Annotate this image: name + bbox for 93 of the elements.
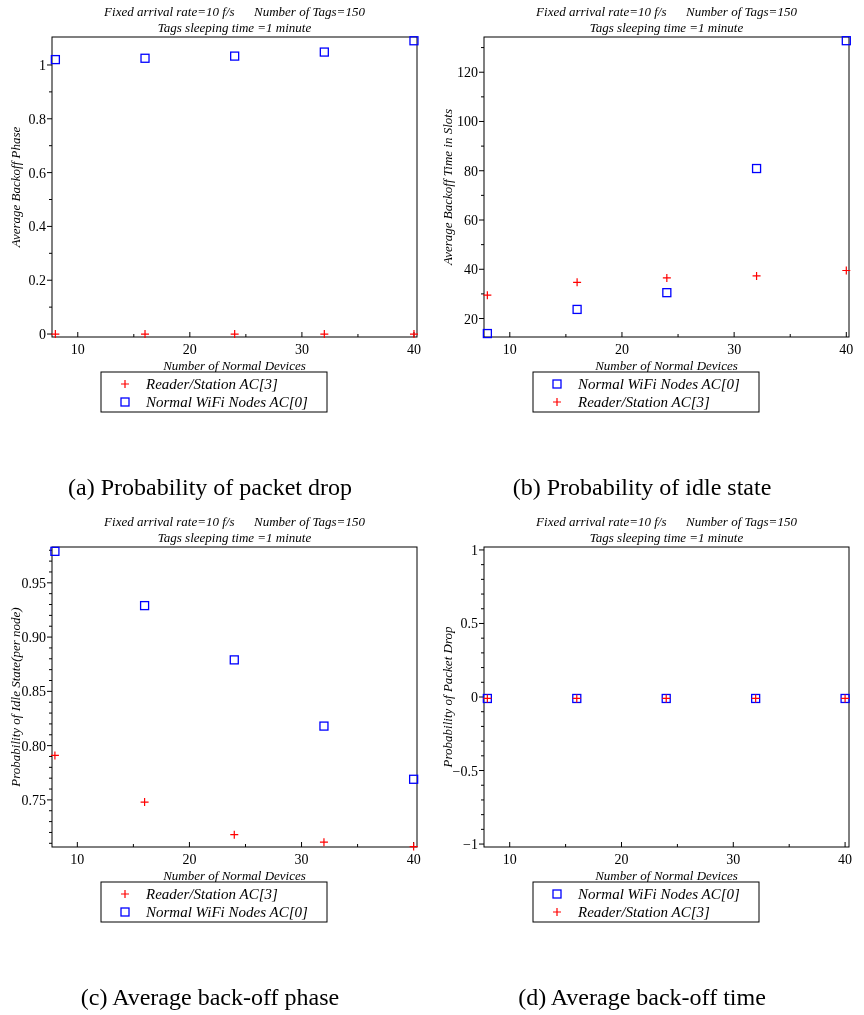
y-tick-label: 0.75 xyxy=(21,792,46,808)
x-axis-title: Number of Normal Devices xyxy=(162,868,306,883)
point xyxy=(319,837,329,847)
point xyxy=(751,163,762,174)
x-tick-label: 40 xyxy=(838,852,853,867)
point xyxy=(408,774,419,784)
x-tick-label: 40 xyxy=(839,342,854,357)
x-tick-label: 20 xyxy=(182,342,197,357)
y-tick-label: 100 xyxy=(457,114,478,130)
x-tick-label: 30 xyxy=(726,852,741,867)
x-tick-label: 10 xyxy=(502,852,517,867)
y-tick-label: 0.80 xyxy=(21,738,46,754)
point xyxy=(572,277,582,287)
x-tick-label: 40 xyxy=(406,342,421,357)
point xyxy=(229,655,239,665)
point xyxy=(662,288,672,298)
chart-subtitle: Tags sleeping time =1 minute xyxy=(157,20,312,35)
y-tick-label: −1 xyxy=(463,837,478,853)
y-tick-label: 0 xyxy=(471,690,478,705)
legend-label: Normal WiFi Nodes AC[0] xyxy=(577,886,740,902)
y-tick-label: 1 xyxy=(471,542,478,558)
y-tick-label: 0 xyxy=(39,327,46,343)
x-axis-title: Number of Normal Devices xyxy=(594,868,738,883)
point xyxy=(751,271,762,281)
point xyxy=(482,328,493,339)
text: (b) Probability of idle state xyxy=(512,474,772,500)
chart-title: Fixed arrival rate=10 f/s Number of Tags=150 xyxy=(103,4,366,19)
y-tick-label: 0.8 xyxy=(28,111,46,127)
legend-label: Reader/Station AC[3] xyxy=(145,886,278,902)
legend-label: Reader/Station AC[3] xyxy=(577,394,710,410)
x-tick-label: 20 xyxy=(614,852,629,867)
legend-label: Normal WiFi Nodes AC[0] xyxy=(145,394,308,410)
x-tick-label: 20 xyxy=(614,342,629,357)
x-tick-label: 30 xyxy=(727,342,742,357)
y-axis-title: Probability of Packet Drop xyxy=(440,626,455,769)
chart-subtitle: Tags sleeping time =1 minute xyxy=(589,20,744,35)
y-tick-label: 0.2 xyxy=(28,273,46,289)
y-axis-title: Average Backoff Time in Slots xyxy=(440,109,455,266)
x-axis-title: Number of Normal Devices xyxy=(594,358,738,373)
chart-subtitle: Tags sleeping time =1 minute xyxy=(157,530,312,545)
chart-title: Fixed arrival rate=10 f/s Number of Tags=150 xyxy=(535,514,798,529)
point xyxy=(319,721,329,731)
y-tick-label: 120 xyxy=(457,65,478,81)
y-tick-label: 20 xyxy=(464,311,478,327)
y-tick-label: 0.90 xyxy=(21,630,46,646)
y-tick-label: 0.5 xyxy=(460,616,478,632)
x-tick-label: 30 xyxy=(294,342,309,357)
chart-title: Fixed arrival rate=10 f/s Number of Tags=150 xyxy=(103,514,366,529)
point xyxy=(50,329,60,339)
legend-label: Reader/Station AC[3] xyxy=(145,376,278,392)
x-tick-label: 10 xyxy=(502,342,517,357)
text: (c) Average back-off phase xyxy=(80,984,340,1010)
y-tick-label: 80 xyxy=(464,163,478,179)
y-tick-label: 40 xyxy=(464,262,478,278)
y-tick-label: 1 xyxy=(39,57,46,73)
x-axis-title: Number of Normal Devices xyxy=(162,358,306,373)
legend-label: Reader/Station AC[3] xyxy=(577,904,710,920)
y-tick-label: 0.6 xyxy=(28,165,46,181)
point xyxy=(140,53,150,63)
y-axis-title: Average Backoff Phase xyxy=(8,126,23,249)
point xyxy=(230,51,240,61)
point xyxy=(230,329,240,339)
point xyxy=(140,329,150,339)
point xyxy=(140,797,150,807)
point xyxy=(50,750,60,760)
point xyxy=(662,273,672,283)
text: (d) Average back-off time xyxy=(518,984,766,1010)
chart-title: Fixed arrival rate=10 f/s Number of Tags=150 xyxy=(535,4,798,19)
point xyxy=(482,290,492,300)
x-tick-label: 10 xyxy=(70,342,85,357)
text: (a) Probability of packet drop xyxy=(68,474,352,500)
y-tick-label: 0.4 xyxy=(28,219,46,235)
legend-label: Normal WiFi Nodes AC[0] xyxy=(577,376,740,392)
chart-subtitle: Tags sleeping time =1 minute xyxy=(589,530,744,545)
y-tick-label: 0.95 xyxy=(21,575,46,591)
x-tick-label: 10 xyxy=(70,852,85,867)
y-tick-label: −0.5 xyxy=(452,763,478,779)
point xyxy=(50,54,61,65)
point xyxy=(319,329,329,339)
x-tick-label: 40 xyxy=(406,852,421,867)
x-tick-label: 20 xyxy=(182,852,197,867)
point xyxy=(409,329,419,339)
x-tick-label: 30 xyxy=(294,852,309,867)
y-axis-title: Probability of Idle State(per node) xyxy=(8,607,23,788)
point xyxy=(139,600,150,611)
point xyxy=(50,546,60,556)
legend-label: Normal WiFi Nodes AC[0] xyxy=(145,904,308,920)
point xyxy=(409,36,419,46)
y-tick-label: 60 xyxy=(464,213,478,228)
y-tick-label: 0.85 xyxy=(21,684,46,700)
point xyxy=(572,304,582,315)
point xyxy=(319,47,329,57)
point xyxy=(841,36,851,46)
